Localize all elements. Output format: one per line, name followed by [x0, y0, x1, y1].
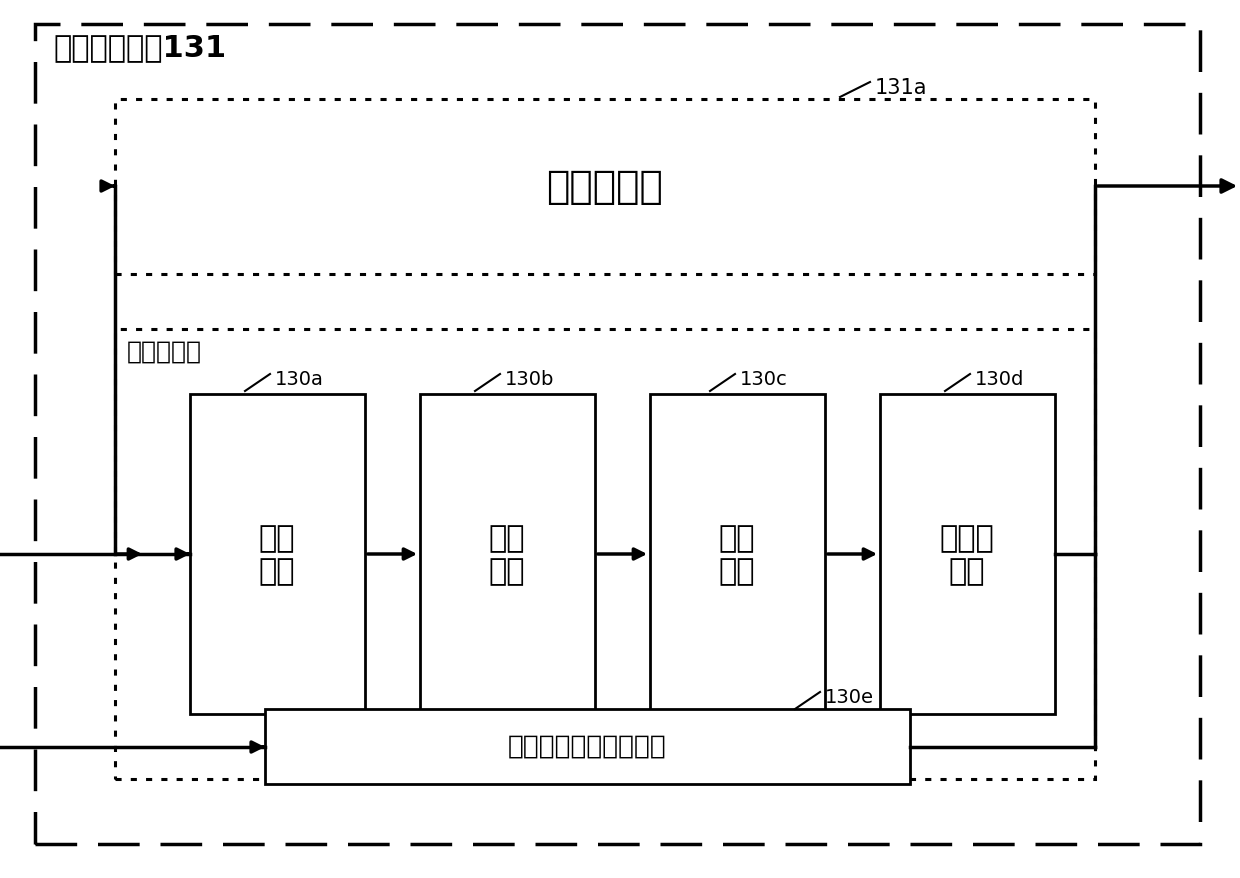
Text: 130e: 130e: [825, 687, 874, 706]
Bar: [190, 394, 365, 714]
Bar: [650, 394, 825, 714]
Bar: [880, 394, 1055, 714]
Text: 熔编码
单元: 熔编码 单元: [940, 523, 994, 586]
Bar: [115, 100, 1095, 275]
Text: 预测
单元: 预测 单元: [259, 523, 295, 586]
Text: 量化
单元: 量化 单元: [719, 523, 755, 586]
Bar: [420, 394, 595, 714]
Text: 130d: 130d: [975, 370, 1024, 389]
Text: 数据编码模块131: 数据编码模块131: [53, 33, 226, 62]
Text: 深度自动编解码器单元: 深度自动编解码器单元: [507, 733, 666, 759]
Text: 编码子模块: 编码子模块: [126, 340, 202, 363]
Text: 130b: 130b: [505, 370, 554, 389]
Text: 131a: 131a: [875, 78, 928, 97]
Bar: [265, 709, 910, 784]
Text: 整合子模块: 整合子模块: [547, 168, 663, 205]
Text: 130a: 130a: [275, 370, 324, 389]
Bar: [115, 329, 1095, 779]
Text: 变换
单元: 变换 单元: [489, 523, 526, 586]
Text: 130c: 130c: [740, 370, 787, 389]
